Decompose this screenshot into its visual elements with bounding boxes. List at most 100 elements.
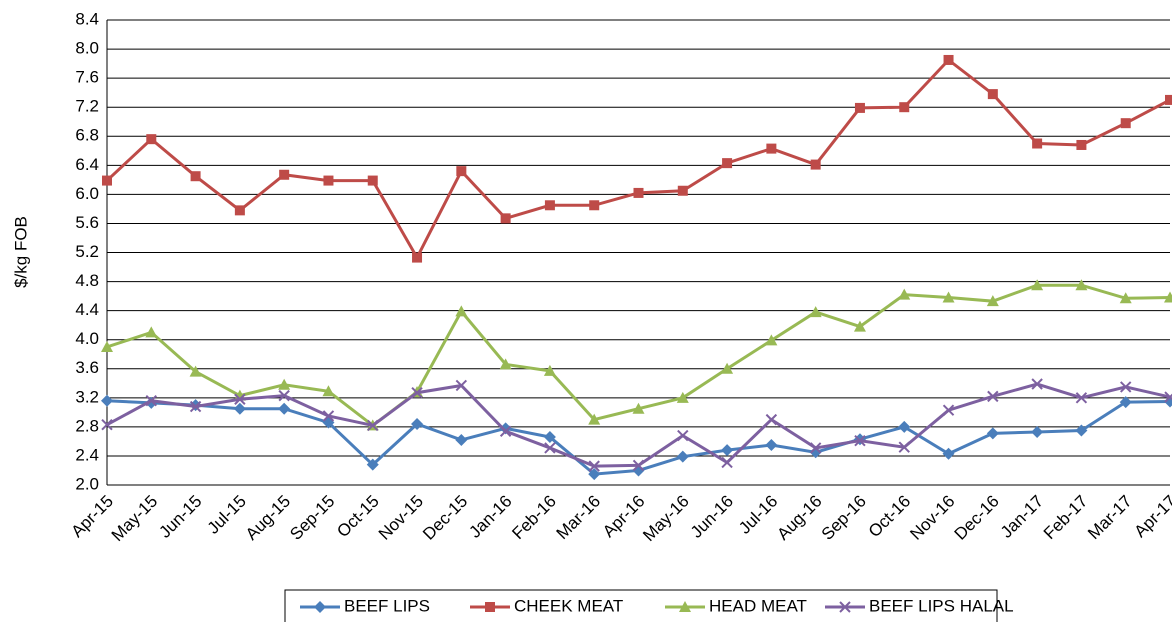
marker xyxy=(942,447,955,460)
marker xyxy=(942,404,955,416)
marker xyxy=(721,444,734,457)
marker xyxy=(278,378,291,390)
legend-label: BEEF LIPS HALAL xyxy=(869,596,1014,615)
marker xyxy=(987,89,998,100)
marker xyxy=(809,442,822,454)
marker xyxy=(189,365,202,377)
marker xyxy=(632,402,645,414)
marker xyxy=(412,252,423,263)
marker xyxy=(942,291,955,303)
marker xyxy=(367,175,378,186)
y-axis-label: $/kg FOB xyxy=(11,216,30,288)
y-tick-label: 4.8 xyxy=(75,271,99,290)
legend-label: CHEEK MEAT xyxy=(514,596,623,615)
marker xyxy=(323,175,334,186)
marker xyxy=(676,450,689,463)
marker xyxy=(455,305,468,317)
marker xyxy=(367,419,379,432)
marker xyxy=(810,159,821,170)
marker xyxy=(765,413,778,426)
marker xyxy=(898,441,910,453)
marker xyxy=(632,459,645,472)
x-tick-label: Jun-16 xyxy=(687,492,737,542)
marker xyxy=(1075,279,1088,291)
x-tick-label: Nov-15 xyxy=(375,492,427,544)
marker xyxy=(943,54,954,65)
marker xyxy=(809,306,822,318)
x-tick-label: Feb-17 xyxy=(1040,492,1092,544)
marker xyxy=(809,446,822,459)
marker xyxy=(499,358,512,370)
marker xyxy=(677,429,689,442)
marker xyxy=(1120,381,1132,393)
x-tick-label: Mar-17 xyxy=(1084,492,1136,544)
marker xyxy=(189,400,202,413)
marker xyxy=(500,213,511,224)
marker xyxy=(278,389,290,402)
marker xyxy=(411,417,424,430)
x-tick-label: May-16 xyxy=(639,492,693,546)
y-tick-label: 6.0 xyxy=(75,184,99,203)
marker xyxy=(633,187,644,198)
marker xyxy=(456,166,467,177)
marker xyxy=(839,601,851,613)
x-tick-label: Nov-16 xyxy=(906,492,958,544)
marker xyxy=(146,134,157,145)
marker xyxy=(499,425,512,437)
y-tick-label: 7.2 xyxy=(75,97,99,116)
series-line xyxy=(106,382,1171,468)
marker xyxy=(898,288,911,300)
x-tick-label: Aug-16 xyxy=(773,492,825,544)
marker xyxy=(1119,292,1132,304)
marker xyxy=(766,143,777,154)
legend-label: BEEF LIPS xyxy=(344,596,430,615)
marker xyxy=(322,410,335,422)
y-tick-label: 2.8 xyxy=(75,416,99,435)
y-tick-label: 4.4 xyxy=(75,300,99,319)
marker xyxy=(1076,139,1087,150)
marker xyxy=(1165,94,1172,105)
x-tick-label: Oct-16 xyxy=(865,492,915,542)
x-tick-label: Apr-17 xyxy=(1130,492,1172,542)
marker xyxy=(101,418,113,431)
x-tick-label: Mar-16 xyxy=(553,492,605,544)
x-tick-label: Sep-16 xyxy=(818,492,870,544)
legend-label: HEAD MEAT xyxy=(709,596,807,615)
y-tick-label: 5.6 xyxy=(75,213,99,232)
y-tick-label: 2.0 xyxy=(75,474,99,493)
x-tick-label: May-15 xyxy=(108,492,162,546)
marker xyxy=(102,175,112,186)
x-tick-label: Oct-15 xyxy=(333,492,383,542)
marker xyxy=(543,364,556,376)
x-tick-label: Jan-16 xyxy=(465,492,515,542)
marker xyxy=(1031,425,1044,438)
y-tick-label: 5.2 xyxy=(75,242,99,261)
series-line xyxy=(105,57,1171,261)
marker xyxy=(588,460,600,472)
marker xyxy=(588,413,601,425)
marker xyxy=(145,395,157,407)
marker xyxy=(677,185,688,196)
marker xyxy=(455,379,468,392)
marker xyxy=(101,394,113,407)
x-tick-label: Dec-16 xyxy=(951,492,1003,544)
marker xyxy=(279,169,290,180)
marker xyxy=(101,340,113,352)
marker xyxy=(145,326,158,338)
x-tick-label: Dec-15 xyxy=(419,492,471,544)
marker xyxy=(898,420,911,433)
marker xyxy=(314,601,326,613)
marker xyxy=(1031,279,1044,291)
marker xyxy=(1119,396,1132,409)
marker xyxy=(1075,424,1088,437)
marker xyxy=(854,434,866,447)
marker xyxy=(854,102,865,113)
marker xyxy=(721,456,733,469)
marker xyxy=(485,602,495,612)
marker xyxy=(1164,291,1172,303)
x-tick-label: Feb-16 xyxy=(508,492,560,544)
marker xyxy=(544,200,555,211)
marker xyxy=(234,393,246,405)
marker xyxy=(234,205,245,216)
